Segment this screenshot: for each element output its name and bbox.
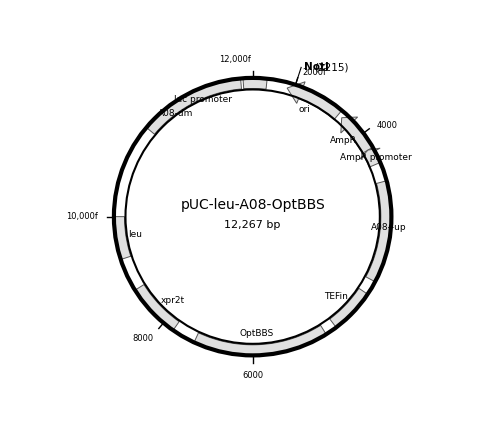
Text: 10,000f: 10,000f: [66, 212, 98, 221]
Polygon shape: [243, 79, 267, 89]
Text: leu: leu: [128, 230, 141, 239]
Text: NotI: NotI: [304, 62, 329, 73]
Text: AmpR promoter: AmpR promoter: [340, 153, 412, 162]
Text: 12,000f: 12,000f: [219, 55, 251, 63]
Text: TEFin: TEFin: [324, 292, 348, 301]
Polygon shape: [136, 284, 179, 330]
Text: ori: ori: [299, 105, 311, 114]
Text: A08--up: A08--up: [371, 223, 407, 232]
Text: OptBBS: OptBBS: [240, 329, 274, 338]
Text: 4000: 4000: [377, 121, 398, 130]
Polygon shape: [366, 181, 391, 281]
Polygon shape: [360, 148, 381, 167]
Text: 12,267 bp: 12,267 bp: [224, 220, 281, 230]
Text: AmpR: AmpR: [330, 136, 357, 145]
Text: A08-dm: A08-dm: [158, 109, 193, 118]
Polygon shape: [287, 82, 342, 120]
Polygon shape: [147, 79, 242, 134]
Text: pUC-leu-A08-OptBBS: pUC-leu-A08-OptBBS: [180, 198, 325, 212]
Text: 8000: 8000: [133, 334, 154, 343]
Text: 6000: 6000: [242, 371, 263, 380]
Polygon shape: [341, 117, 374, 153]
Polygon shape: [194, 325, 326, 355]
Polygon shape: [114, 217, 131, 259]
Text: lac promoter: lac promoter: [174, 95, 232, 104]
Text: (2215): (2215): [314, 62, 348, 73]
Polygon shape: [330, 288, 367, 327]
Text: 2000f: 2000f: [303, 68, 327, 77]
Text: xpr2t: xpr2t: [161, 296, 185, 305]
